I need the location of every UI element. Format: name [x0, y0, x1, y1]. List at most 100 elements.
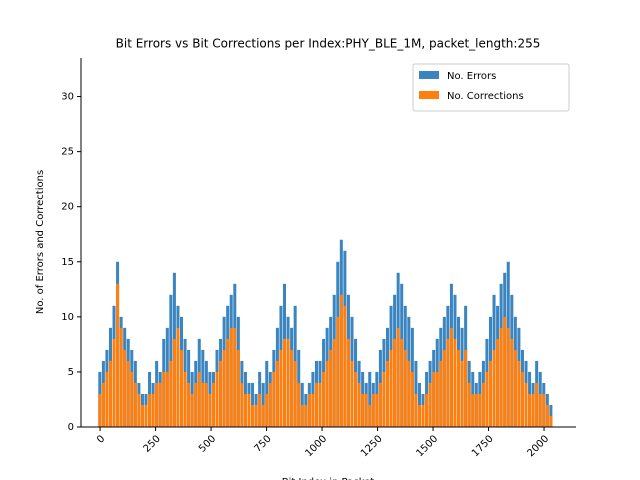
legend-label: No. Corrections [447, 91, 524, 102]
bar [268, 382, 272, 427]
y-axis-label: No. of Errors and Corrections [35, 170, 46, 314]
bar [119, 327, 123, 427]
bar [467, 382, 471, 427]
bar [410, 371, 414, 427]
y-tick-label: 25 [61, 147, 74, 158]
bar [510, 338, 514, 427]
bar [251, 404, 255, 427]
bar [442, 349, 446, 427]
bar [503, 316, 507, 427]
bar [336, 316, 340, 427]
bar [140, 404, 144, 427]
bar [318, 382, 322, 427]
bar [428, 382, 432, 427]
bar [535, 382, 539, 427]
bar [307, 393, 311, 427]
bar [414, 393, 418, 427]
bar [219, 360, 223, 427]
bar [133, 382, 137, 427]
bar [236, 349, 240, 427]
bar [265, 393, 269, 427]
bar [254, 404, 258, 427]
bar [261, 404, 265, 427]
bar [354, 371, 358, 427]
bar [439, 360, 443, 427]
legend-label: No. Errors [447, 71, 496, 82]
bar [297, 382, 301, 427]
bar [215, 371, 219, 427]
bar [194, 382, 198, 427]
bar [275, 360, 279, 427]
x-tick-label: 2000 [526, 433, 552, 459]
y-tick-label: 30 [61, 92, 74, 103]
bar [385, 360, 390, 427]
bar [201, 382, 205, 427]
bar [531, 393, 535, 427]
bar [499, 327, 503, 427]
bar [162, 371, 166, 427]
bar [137, 393, 141, 427]
bar [549, 415, 553, 427]
legend-swatch [419, 91, 439, 99]
bar [282, 338, 287, 427]
bar [123, 349, 127, 427]
bar [98, 393, 102, 427]
bar [371, 393, 375, 427]
bar [279, 349, 283, 427]
bar [425, 393, 429, 427]
bar [485, 371, 489, 427]
y-tick-label: 10 [61, 312, 74, 323]
bar [417, 404, 421, 427]
bar [169, 360, 173, 427]
bar [474, 393, 478, 427]
bar [311, 393, 315, 427]
y-tick-label: 15 [61, 257, 74, 268]
bar [233, 327, 237, 427]
bar [435, 371, 439, 427]
x-tick-label: 1750 [470, 433, 496, 459]
bar [116, 283, 120, 427]
bar [290, 349, 294, 427]
bar [481, 382, 485, 427]
y-tick-label: 20 [61, 202, 74, 213]
bar [403, 349, 407, 427]
chart-title: Bit Errors vs Bit Corrections per Index:… [116, 37, 541, 51]
x-axis-label: Bit Index in Packet [282, 477, 375, 480]
bar [478, 393, 482, 427]
y-tick-label: 0 [68, 422, 74, 433]
bar [453, 338, 457, 427]
bar [407, 360, 411, 427]
bar [172, 338, 176, 427]
bar [243, 393, 247, 427]
bar [247, 393, 251, 427]
bar [314, 382, 318, 427]
bar [346, 338, 350, 427]
x-tick-label: 250 [142, 433, 163, 454]
bar [180, 349, 184, 427]
bar [226, 338, 230, 427]
bar [197, 371, 201, 427]
bar [524, 382, 528, 427]
bar [517, 360, 521, 427]
bar [229, 327, 233, 427]
bar [350, 360, 354, 427]
bar [432, 371, 436, 427]
legend-box [412, 63, 570, 112]
bar [165, 371, 169, 427]
bar [222, 349, 226, 427]
bar [361, 393, 365, 427]
bar [144, 404, 148, 427]
bar [158, 382, 162, 427]
bar [520, 371, 524, 427]
bar [112, 338, 116, 427]
y-tick-label: 5 [68, 367, 74, 378]
bar [176, 327, 180, 427]
bar [108, 360, 112, 427]
bar [101, 382, 105, 427]
bar [364, 393, 368, 427]
legend-swatch [419, 71, 439, 79]
bar [130, 371, 134, 427]
bar [471, 393, 475, 427]
bar [457, 349, 461, 427]
